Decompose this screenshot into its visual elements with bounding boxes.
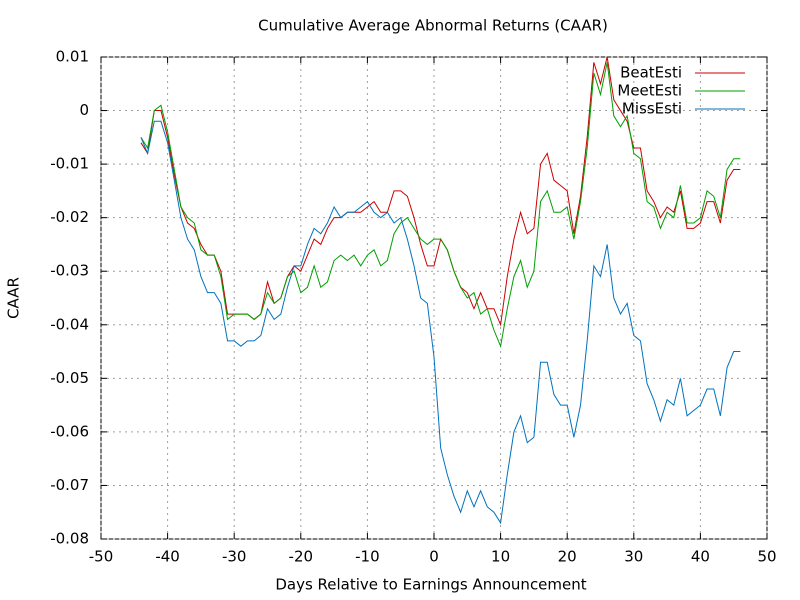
y-axis-label: CAAR bbox=[5, 277, 23, 319]
y-tick-label: -0.06 bbox=[50, 422, 89, 440]
legend-label: MissEsti bbox=[622, 100, 682, 118]
chart-title: Cumulative Average Abnormal Returns (CAA… bbox=[258, 17, 608, 35]
y-tick-label: -0.01 bbox=[50, 155, 89, 173]
legend-label: MeetEsti bbox=[617, 82, 682, 100]
y-tick-label: -0.03 bbox=[50, 262, 89, 280]
x-tick-label: -50 bbox=[89, 548, 114, 566]
y-tick-label: 0.01 bbox=[56, 48, 89, 66]
y-tick-label: -0.08 bbox=[50, 530, 89, 548]
x-tick-label: -40 bbox=[155, 548, 180, 566]
y-tick-label: -0.07 bbox=[50, 476, 89, 494]
y-tick-label: -0.02 bbox=[50, 208, 89, 226]
y-tick-label: 0 bbox=[79, 101, 89, 119]
x-tick-label: -10 bbox=[355, 548, 380, 566]
y-tick-label: -0.04 bbox=[50, 315, 89, 333]
x-tick-label: 0 bbox=[429, 548, 439, 566]
x-tick-label: 50 bbox=[757, 548, 776, 566]
x-tick-label: -20 bbox=[289, 548, 314, 566]
x-tick-label: 10 bbox=[491, 548, 510, 566]
x-axis-label: Days Relative to Earnings Announcement bbox=[275, 576, 586, 594]
x-tick-label: 20 bbox=[558, 548, 577, 566]
y-tick-label: -0.05 bbox=[50, 369, 89, 387]
x-tick-label: 40 bbox=[691, 548, 710, 566]
series-line bbox=[140, 120, 741, 525]
series-line bbox=[140, 62, 741, 348]
x-tick-label: -30 bbox=[222, 548, 247, 566]
x-tick-label: 30 bbox=[624, 548, 643, 566]
legend-label: BeatEsti bbox=[620, 64, 682, 82]
